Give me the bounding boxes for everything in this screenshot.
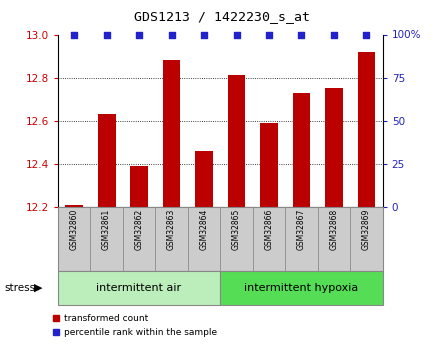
Bar: [130, 166, 148, 207]
Point: [103, 32, 110, 37]
Bar: [325, 88, 343, 207]
Legend: transformed count, percentile rank within the sample: transformed count, percentile rank withi…: [49, 311, 221, 341]
Text: GSM32869: GSM32869: [362, 209, 371, 250]
Bar: [58, 207, 90, 271]
Point: [168, 32, 175, 37]
Text: GSM32862: GSM32862: [134, 209, 144, 250]
Text: GSM32861: GSM32861: [102, 209, 111, 250]
Bar: [350, 207, 383, 271]
Text: GSM32867: GSM32867: [297, 209, 306, 250]
Bar: [65, 205, 83, 207]
Text: GSM32865: GSM32865: [232, 209, 241, 250]
Point: [298, 32, 305, 37]
Bar: [227, 76, 246, 207]
Point: [135, 32, 142, 37]
Text: GSM32864: GSM32864: [199, 209, 209, 250]
Point: [363, 32, 370, 37]
Bar: [253, 207, 285, 271]
Text: GSM32863: GSM32863: [167, 209, 176, 250]
Bar: [90, 207, 123, 271]
Point: [265, 32, 272, 37]
Bar: [220, 207, 253, 271]
Text: GSM32868: GSM32868: [329, 209, 339, 250]
Point: [330, 32, 337, 37]
Point: [233, 32, 240, 37]
Text: stress: stress: [4, 283, 36, 293]
Bar: [188, 207, 220, 271]
Text: ▶: ▶: [33, 283, 42, 293]
Bar: [58, 271, 220, 305]
Text: intermittent air: intermittent air: [97, 283, 182, 293]
Bar: [195, 151, 213, 207]
Point: [70, 32, 78, 37]
Point: [200, 32, 207, 37]
Text: GDS1213 / 1422230_s_at: GDS1213 / 1422230_s_at: [134, 10, 311, 23]
Bar: [292, 93, 311, 207]
Bar: [97, 114, 116, 207]
Bar: [123, 207, 155, 271]
Text: GSM32866: GSM32866: [264, 209, 274, 250]
Bar: [318, 207, 350, 271]
Bar: [155, 207, 188, 271]
Bar: [220, 271, 383, 305]
Bar: [260, 123, 278, 207]
Bar: [162, 60, 181, 207]
Text: GSM32860: GSM32860: [69, 209, 79, 250]
Text: intermittent hypoxia: intermittent hypoxia: [244, 283, 359, 293]
Bar: [357, 52, 376, 207]
Bar: [285, 207, 318, 271]
